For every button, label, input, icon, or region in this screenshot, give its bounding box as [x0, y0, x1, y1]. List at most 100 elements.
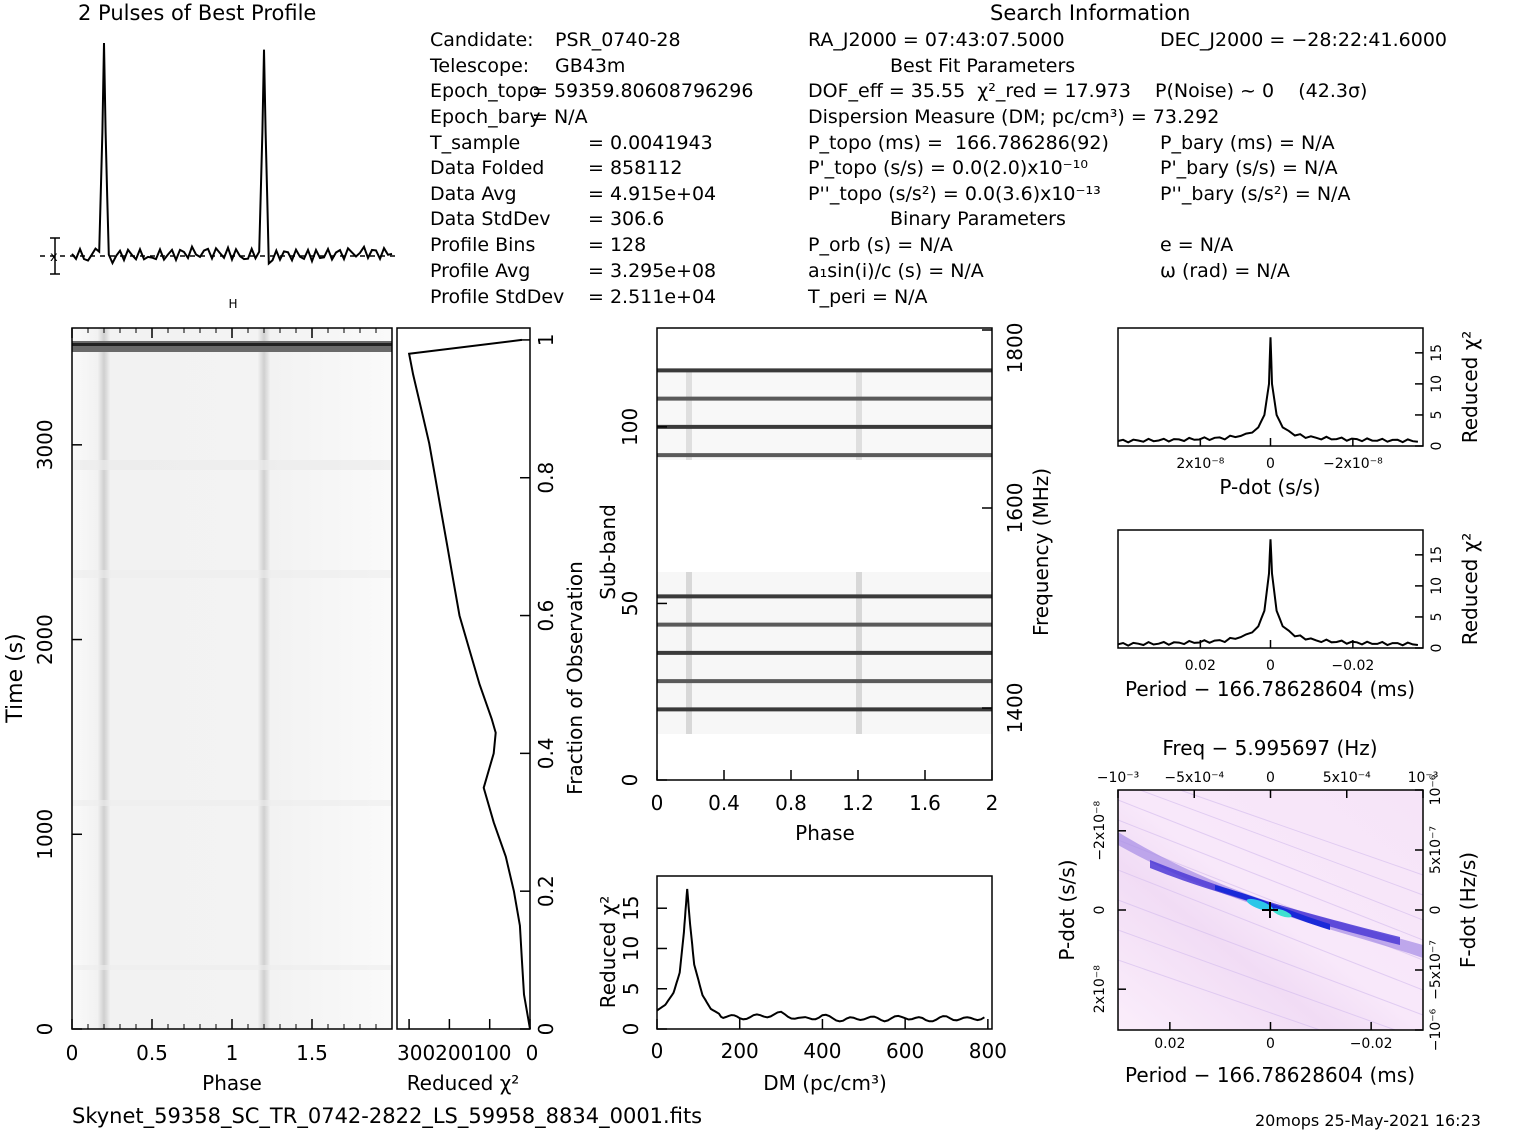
right-tick-label: 1600 — [1003, 483, 1027, 534]
chi2-dm-ticks: 0 200 400 600 800 0 5 10 15 — [619, 895, 1007, 1063]
subband-line — [657, 650, 992, 655]
x-tick-label: 0 — [651, 791, 664, 815]
y-tick-label: −2x10⁻⁸ — [1092, 801, 1108, 861]
search-info-title: Search Information — [990, 1, 1191, 25]
omega-text: ω (rad) = N/A — [1160, 260, 1290, 282]
fraction-ylabel: Fraction of Observation — [563, 561, 587, 795]
ecc-text: e = N/A — [1160, 234, 1234, 256]
y-tick-label: 15 — [1429, 546, 1445, 564]
right-tick-label: −10⁻⁶ — [1428, 1008, 1444, 1051]
x-tick-label: 400 — [803, 1039, 841, 1063]
data-stddev-label: Data StdDev — [430, 208, 551, 230]
x-tick-label: 2x10⁻⁸ — [1176, 456, 1224, 472]
pd-bary-text: P'_bary (s/s) = N/A — [1160, 157, 1338, 179]
profile-stddev-value: = 2.511e+04 — [588, 286, 717, 308]
period-ylabel: Reduced χ² — [1458, 533, 1482, 646]
right-tick-label: −5x10⁻⁷ — [1428, 940, 1444, 1000]
chi2-period-line — [1117, 539, 1419, 647]
telescope-value: GB43m — [555, 55, 626, 77]
x-tick-label: 200 — [721, 1039, 759, 1063]
y-tick-label: 0.6 — [534, 600, 558, 632]
x-tick-label: 0 — [1266, 456, 1275, 472]
pdd-topo-text: P''_topo (s/s²) = 0.0(3.6)x10⁻¹³ — [808, 183, 1101, 205]
chi2-period-panel: 0.02 0 −0.02 0 5 10 15 Period − 166.78628604 (… — [1117, 529, 1482, 701]
chi2-pdot-line — [1117, 337, 1419, 444]
subband-line — [657, 424, 992, 429]
profile-title: 2 Pulses of Best Profile — [78, 1, 317, 25]
x-tick-label: 800 — [969, 1039, 1007, 1063]
top-tick-label: 10⁻³ — [1408, 770, 1439, 786]
x-tick-label: 0 — [651, 1039, 664, 1063]
pdot-xlabel: P-dot (s/s) — [1219, 475, 1320, 499]
dm-ylabel: Reduced χ² — [596, 896, 620, 1009]
phase-marker: H — [228, 297, 237, 311]
top-tick-label: 5x10⁻⁴ — [1323, 770, 1371, 786]
x-tick-label: −2x10⁻⁸ — [1323, 456, 1383, 472]
epoch-topo-label: Epoch_topo — [430, 80, 541, 102]
top-tick-label: −5x10⁻⁴ — [1164, 770, 1224, 786]
subband-bands — [657, 368, 992, 734]
dm-text: Dispersion Measure (DM; pc/cm³) = 73.292 — [808, 106, 1220, 128]
p-bary-text: P_bary (ms) = N/A — [1160, 132, 1335, 154]
tsample-value: = 0.0041943 — [588, 132, 713, 154]
y-tick-label: 100 — [618, 408, 642, 446]
time-phase-ticks: 0 0.5 1 1.5 0 1000 2000 3000 — [33, 328, 377, 1065]
chi2-fraction-line — [407, 338, 531, 1030]
subband-line — [657, 368, 992, 373]
x-tick-label: −0.02 — [1350, 1036, 1393, 1052]
candidate-label: Candidate: — [430, 29, 534, 51]
y-tick-label: 0.4 — [534, 737, 558, 769]
y-tick-label: 0 — [534, 1023, 558, 1036]
footer-filename: Skynet_59358_SC_TR_0742-2822_LS_59958_88… — [72, 1104, 703, 1128]
profile-stddev-label: Profile StdDev — [430, 286, 565, 308]
candidate-value: PSR_0740-28 — [555, 29, 681, 51]
subband-xlabel: Phase — [795, 821, 855, 845]
frequency-ylabel: Frequency (MHz) — [1029, 468, 1053, 636]
p-orb-text: P_orb (s) = N/A — [808, 234, 953, 256]
chi2-fraction-panel: 300200100 0 0 0.2 0.4 0.6 0.8 1 Reduced χ² Frac… — [396, 327, 587, 1095]
profile-line — [71, 42, 393, 266]
pd-topo-text: P'_topo (s/s) = 0.0(2.0)x10⁻¹⁰ — [808, 157, 1088, 179]
y-tick-label: 1 — [534, 334, 558, 347]
y-tick-label: 10 — [1429, 375, 1445, 393]
subband-line — [657, 707, 992, 712]
profile-bins-label: Profile Bins — [430, 234, 536, 256]
chi2-pdot-panel: 2x10⁻⁸ 0 −2x10⁻⁸ 0 5 10 15 P-dot (s/s) Reduced… — [1117, 327, 1482, 499]
heatmap-streaks — [1118, 790, 1423, 1030]
x-tick-label: 2 — [986, 791, 999, 815]
chi2-fraction-ticks: 300200100 0 0 0.2 0.4 0.6 0.8 1 — [397, 334, 558, 1065]
a1-text: a₁sin(i)/c (s) = N/A — [808, 260, 984, 282]
chi2-dm-panel: 0 200 400 600 800 0 5 10 15 DM (pc/cm³) Reduced … — [596, 875, 1007, 1095]
x-tick-label: −0.02 — [1331, 658, 1374, 674]
epoch-topo-value: = 59359.80608796296 — [532, 80, 754, 102]
y-tick-label: 5 — [1429, 612, 1445, 621]
pdot-period-panel: 0.02 0 −0.02 −10⁻³ −5x10⁻⁴ 0 5x10⁻⁴ 10⁻³ 2x10⁻⁸ 0… — [1055, 736, 1480, 1087]
subband-line — [657, 622, 992, 627]
time-phase-panel: 0 0.5 1 1.5 0 1000 2000 3000 H Phase Time (s) — [3, 297, 393, 1095]
binary-header: Binary Parameters — [890, 208, 1066, 230]
y-tick-label: 0 — [619, 1023, 643, 1036]
period-xlabel: Period − 166.78628604 (ms) — [1125, 677, 1415, 701]
right-tick-label: 1400 — [1003, 683, 1027, 734]
pp-rightlabel: F-dot (Hz/s) — [1456, 852, 1480, 968]
x-tick-label: 600 — [886, 1039, 924, 1063]
top-tick-label: 0 — [1266, 770, 1275, 786]
time-phase-bands — [72, 341, 392, 970]
y-tick-label: 15 — [619, 895, 643, 920]
profile-avg-value: = 3.295e+08 — [588, 260, 717, 282]
subband-ylabel: Sub-band — [596, 504, 620, 600]
pp-toplabel: Freq − 5.995697 (Hz) — [1162, 736, 1377, 760]
chi2-fraction-xlabel: Reduced χ² — [407, 1071, 520, 1095]
right-tick-label: 0 — [1428, 906, 1444, 915]
ra-text: RA_J2000 = 07:43:07.5000 — [808, 29, 1065, 51]
y-tick-label: 0 — [1429, 644, 1445, 653]
y-tick-label: 2x10⁻⁸ — [1092, 965, 1108, 1013]
y-tick-label: 10 — [619, 936, 643, 961]
subband-line — [657, 453, 992, 458]
data-folded-label: Data Folded — [430, 157, 545, 179]
y-tick-label: 5 — [619, 982, 643, 995]
x-tick-label: 0 — [1266, 658, 1275, 674]
y-tick-label: 0.2 — [534, 875, 558, 907]
y-tick-label: 0.8 — [534, 462, 558, 494]
y-tick-label: 50 — [618, 591, 642, 616]
